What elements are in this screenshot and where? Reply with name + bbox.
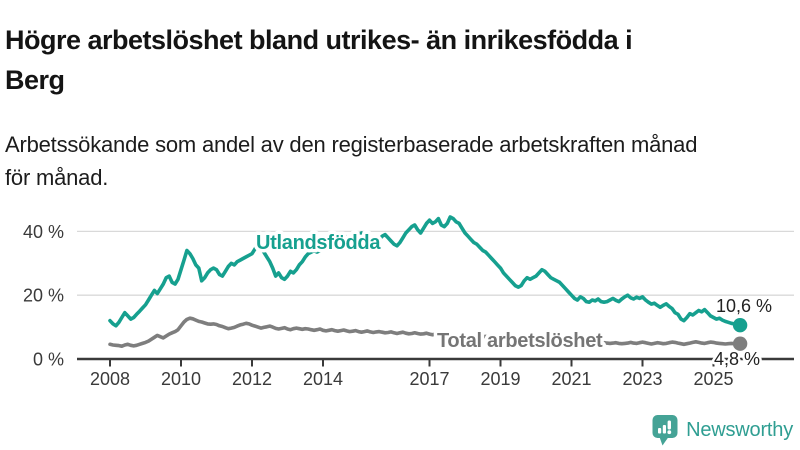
x-axis-tick-label: 2014 [303,369,343,389]
end-dot-utlandsfodda [732,318,748,333]
bar-chart-speech-bubble-icon [652,415,678,446]
chart-labels: Utlandsfödda Total arbetslöshet 10,6 % 4… [253,229,775,372]
y-axis-tick-label: 40 % [23,222,64,242]
x-axis-tick-label: 2008 [90,369,130,389]
newsworthy-wordmark: Newsworthy [686,418,793,441]
line-total-arbetsloshet [108,316,742,348]
series-label-total-arbetsloshet: Total arbetslöshet [437,330,603,352]
x-axis-tick-label: 2017 [409,369,449,389]
chart-title: Högre arbetslöshet bland utrikes- än inr… [5,25,633,96]
x-axis-tick-label: 2021 [551,369,591,389]
line-utlandsfodda [108,215,742,328]
line-chart: 0 % 20 % 40 % 2008 2010 2012 2014 2017 2019 2021 2… [23,215,794,389]
y-axis-tick-label: 20 % [23,286,64,306]
newsworthy-logo[interactable]: Newsworthy [652,414,793,446]
x-axis-tick-label: 2025 [693,369,733,389]
chart-plot-area: 0 % 20 % 40 % 2008 2010 2012 2014 2017 2019 2021 2… [23,215,794,389]
chart-subtitle: Arbetssökande som andel av den registerb… [5,132,698,190]
x-axis-tick-label: 2010 [161,369,201,389]
x-axis-tick-label: 2019 [480,369,520,389]
end-value-total: 4,8 % [714,349,760,369]
end-dot-total [732,336,748,351]
y-axis-tick-label: 0 % [33,350,64,370]
x-axis-tick-label: 2012 [232,369,272,389]
series-label-utlandsfodda: Utlandsfödda [256,232,381,254]
end-value-utlandsfodda: 10,6 % [716,296,772,316]
x-axis-tick-label: 2023 [622,369,662,389]
